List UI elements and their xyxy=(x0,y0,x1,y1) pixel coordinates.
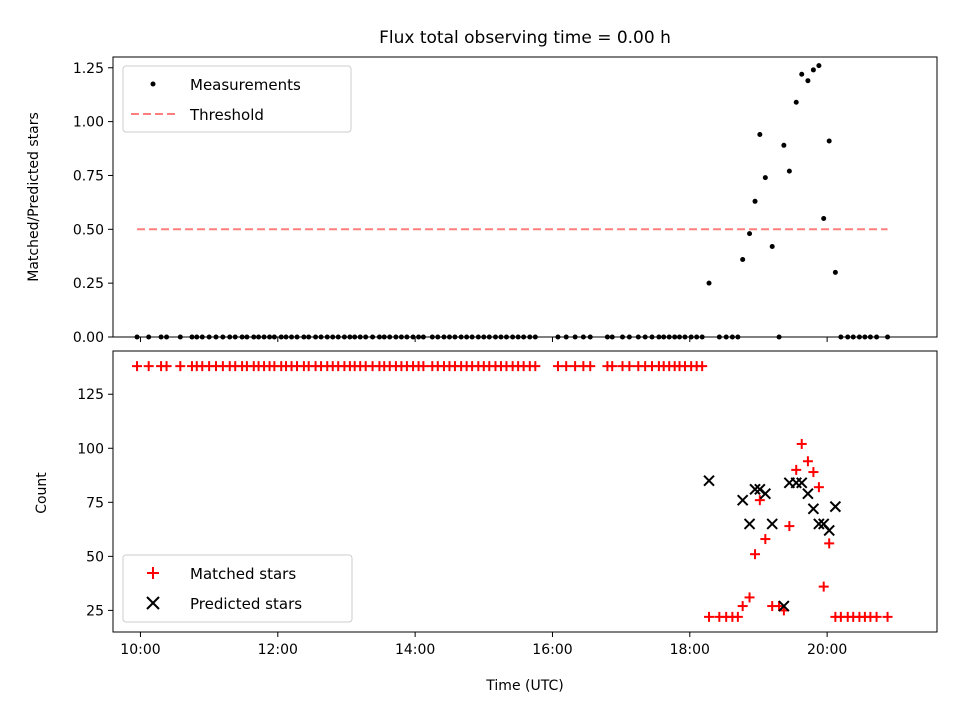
legend-matched-marker xyxy=(147,567,159,579)
predicted-stars-point xyxy=(766,518,778,530)
matched-stars-point xyxy=(791,464,802,475)
top-legend: Measurements Threshold xyxy=(122,65,352,133)
matched-stars-point xyxy=(818,581,829,592)
predicted-stars-point xyxy=(736,494,749,506)
predicted-stars-point xyxy=(749,483,761,496)
bottom-legend-box xyxy=(122,554,353,623)
legend-matched-label: Matched stars xyxy=(190,565,296,583)
matched-stars-point xyxy=(585,361,596,372)
top-y-axis-label: Matched/Predicted stars xyxy=(26,112,42,282)
predicted-stars-point xyxy=(829,500,842,513)
bottom-y-axis-label: Count xyxy=(34,472,50,514)
bottom-ytick-label: 125 xyxy=(77,387,104,403)
bottom-legend: Matched stars Predicted stars xyxy=(122,554,353,623)
measurement-point xyxy=(747,231,753,237)
measurement-point xyxy=(821,216,827,222)
top-ytick-label: 0.00 xyxy=(73,330,104,346)
top-plot-frame xyxy=(112,56,938,338)
measurement-point xyxy=(810,67,816,73)
legend-predicted-label: Predicted stars xyxy=(190,595,302,613)
matched-stars-point xyxy=(824,538,835,549)
bottom-xtick-label: 16:00 xyxy=(532,642,572,658)
matched-stars-point xyxy=(561,361,572,372)
matched-stars-point xyxy=(802,456,813,467)
measurement-point xyxy=(752,198,758,204)
bottom-xtick-label: 12:00 xyxy=(258,642,298,658)
bottom-xtick-label: 18:00 xyxy=(670,642,710,658)
matched-stars-point xyxy=(784,521,795,532)
measurement-point xyxy=(793,99,799,105)
top-ytick-label: 1.25 xyxy=(73,61,104,77)
predicted-stars-point xyxy=(759,487,772,500)
measurement-point xyxy=(757,132,763,138)
bottom-xtick-label: 20:00 xyxy=(807,642,847,658)
top-panel: Flux total observing time = 0.00 h Match… xyxy=(26,28,938,346)
bottom-plot-marks xyxy=(132,361,893,622)
matched-stars-point xyxy=(607,361,618,372)
measurement-point xyxy=(816,63,822,69)
matched-stars-point xyxy=(704,611,715,622)
matched-stars-point xyxy=(744,592,755,603)
matched-stars-point xyxy=(737,601,748,612)
top-ytick-label: 0.75 xyxy=(73,168,104,184)
matched-stars-point xyxy=(132,361,143,372)
legend-threshold-label: Threshold xyxy=(189,106,264,124)
top-ytick-label: 0.25 xyxy=(73,276,104,292)
predicted-stars-point xyxy=(807,503,820,515)
measurement-point xyxy=(769,244,775,250)
legend-measurements-label: Measurements xyxy=(190,76,301,94)
matched-stars-point xyxy=(750,549,761,560)
matched-stars-point xyxy=(143,361,154,372)
matched-stars-point xyxy=(754,495,765,506)
bottom-ytick-label: 50 xyxy=(86,549,104,565)
legend-measurements-marker xyxy=(150,81,156,87)
top-chart-title: Flux total observing time = 0.00 h xyxy=(379,28,671,48)
matched-stars-point xyxy=(418,361,429,372)
measurement-point xyxy=(786,168,792,174)
matched-stars-point xyxy=(813,482,824,493)
predicted-stars-point xyxy=(813,518,825,530)
matched-stars-point xyxy=(808,467,819,478)
bottom-ytick-label: 100 xyxy=(77,441,104,457)
predicted-stars-point xyxy=(823,524,835,537)
measurement-point xyxy=(706,280,712,286)
bottom-panel: Count Time (UTC) 25 50 75 100 125 10:00 12:00 1… xyxy=(34,350,938,694)
matched-stars-point xyxy=(175,361,186,372)
top-ytick-label: 0.50 xyxy=(73,222,104,238)
top-ytick-label: 1.00 xyxy=(73,115,104,131)
top-legend-box xyxy=(122,65,352,133)
matched-stars-point xyxy=(161,361,172,372)
bottom-x-axis-label: Time (UTC) xyxy=(485,678,563,694)
bottom-ytick-label: 75 xyxy=(86,495,104,511)
legend-predicted-marker xyxy=(146,596,160,610)
measurement-point xyxy=(826,138,832,144)
bottom-plot-frame xyxy=(112,350,938,633)
measurement-point xyxy=(799,71,805,77)
matched-stars-point xyxy=(796,438,807,449)
matched-stars-point xyxy=(882,611,893,622)
bottom-xtick-label: 10:00 xyxy=(120,642,160,658)
matched-stars-point xyxy=(530,361,541,372)
predicted-stars-point xyxy=(743,518,756,530)
measurement-point xyxy=(740,256,746,262)
matched-stars-point xyxy=(760,534,771,545)
measurement-point xyxy=(805,78,811,84)
measurement-point xyxy=(762,175,768,181)
bottom-ytick-label: 25 xyxy=(86,603,104,619)
matched-stars-point xyxy=(871,611,882,622)
matched-stars-point xyxy=(732,611,743,622)
predicted-stars-point xyxy=(796,477,808,489)
measurement-point xyxy=(781,142,787,148)
bottom-axes-ticks: 25 50 75 100 125 10:00 12:00 14:00 16:00 18:00 20:… xyxy=(77,387,847,658)
predicted-stars-point xyxy=(778,600,790,612)
predicted-stars-point xyxy=(703,474,715,487)
matched-stars-point xyxy=(624,361,635,372)
predicted-stars-point xyxy=(802,487,814,500)
matched-stars-point xyxy=(697,361,708,372)
measurement-point xyxy=(832,269,838,275)
top-axes-ticks: 0.00 0.25 0.50 0.75 1.00 1.25 xyxy=(73,61,828,346)
bottom-xtick-label: 14:00 xyxy=(395,642,435,658)
